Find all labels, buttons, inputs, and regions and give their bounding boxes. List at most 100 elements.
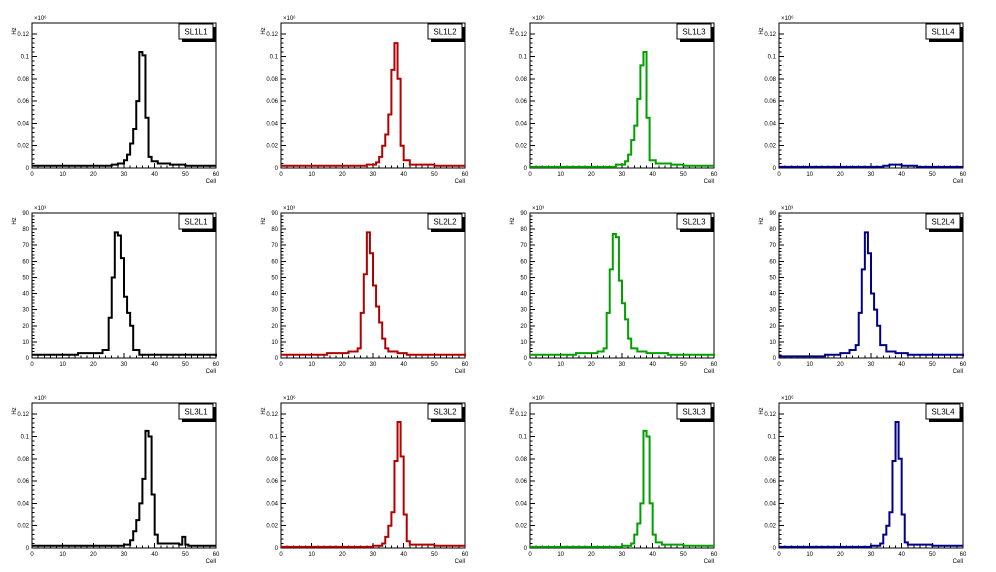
y-tick-label: 20	[520, 324, 527, 330]
panel-sl3l1: 0 0.02 0.04 0.06 0.08 0.1 0.12 0 10 20 30 40 50 60Cel…	[12, 395, 220, 565]
legend-box	[925, 403, 961, 420]
y-tick-label: 50	[22, 275, 29, 281]
y-axis-title: Hz	[12, 27, 18, 34]
y-tick-label: 20	[769, 324, 776, 330]
y-tick-label: 0.1	[270, 54, 279, 60]
y-tick-label: 0.1	[21, 54, 30, 60]
y-tick-label: 90	[520, 211, 527, 217]
y-tick-label: 0.06	[515, 99, 527, 105]
y-tick-label: 50	[271, 275, 278, 281]
y-axis-title: Hz	[261, 407, 267, 414]
y-axis-title: Hz	[759, 27, 765, 34]
y-axis-exponent: ×10⁶	[532, 395, 545, 402]
histogram-title: SL3L2	[433, 408, 457, 417]
x-tick-label: 20	[339, 362, 346, 368]
legend-box	[178, 403, 214, 420]
histogram-line	[530, 429, 714, 548]
histogram-line	[32, 231, 217, 357]
x-tick-label: 40	[649, 172, 656, 178]
y-tick-label: 60	[520, 259, 527, 265]
y-tick-label: 60	[271, 259, 278, 265]
x-tick-label: 30	[370, 362, 377, 368]
y-tick-label: 70	[520, 243, 527, 249]
histogram-title: SL3L3	[682, 408, 706, 417]
y-tick-label: 0.04	[17, 501, 29, 507]
x-tick-label: 20	[588, 552, 595, 558]
x-tick-label: 30	[868, 552, 875, 558]
y-axis-exponent: ×10⁶	[781, 15, 794, 22]
y-tick-label: 0.08	[266, 457, 278, 463]
x-tick-label: 50	[182, 172, 189, 178]
x-tick-label: 10	[557, 172, 564, 178]
y-tick-label: 0.12	[515, 412, 527, 418]
y-axis-exponent: ×10³	[34, 206, 46, 212]
plot-frame	[280, 22, 466, 169]
y-tick-label: 70	[769, 243, 776, 249]
x-tick-label: 0	[528, 172, 532, 178]
y-tick-label: 0	[773, 166, 777, 172]
x-tick-label: 30	[121, 552, 128, 558]
x-tick-label: 30	[619, 172, 626, 178]
x-tick-label: 50	[680, 362, 687, 368]
y-tick-label: 70	[22, 243, 29, 249]
x-tick-label: 50	[929, 552, 936, 558]
histogram-title: SL1L2	[433, 28, 457, 37]
y-tick-label: 0.06	[17, 479, 29, 485]
panel-sl3l2: 0 0.02 0.04 0.06 0.08 0.1 0.12 0 10 20 30 40 50 60Cel…	[261, 395, 469, 565]
y-tick-label: 0.08	[266, 77, 278, 83]
x-tick-label: 0	[30, 362, 34, 368]
x-tick-label: 20	[339, 172, 346, 178]
x-tick-label: 20	[90, 362, 97, 368]
histogram-line	[530, 232, 715, 357]
x-tick-label: 0	[279, 552, 283, 558]
x-tick-label: 40	[151, 172, 158, 178]
x-tick-label: 0	[777, 362, 781, 368]
x-axis-title: Cell	[953, 369, 963, 375]
y-axis-title: Hz	[12, 217, 18, 224]
y-tick-label: 0.1	[270, 434, 279, 440]
y-tick-label: 0.06	[17, 99, 29, 105]
histogram-line	[779, 420, 963, 548]
y-axis-exponent: ×10⁶	[34, 15, 47, 22]
y-tick-label: 0	[275, 356, 279, 362]
histogram-title: SL1L1	[184, 28, 208, 37]
y-tick-label: 90	[769, 211, 776, 217]
y-tick-label: 0.06	[764, 479, 776, 485]
legend-box	[676, 23, 712, 40]
plot-frame	[778, 402, 964, 549]
panel-sl3l3: 0 0.02 0.04 0.06 0.08 0.1 0.12 0 10 20 30 40 50 60Cel…	[510, 395, 718, 565]
y-tick-label: 0.04	[266, 501, 278, 507]
x-tick-label: 50	[929, 172, 936, 178]
x-tick-label: 40	[898, 362, 905, 368]
y-tick-label: 0.12	[266, 32, 278, 38]
x-tick-label: 60	[462, 552, 469, 558]
x-tick-label: 20	[588, 362, 595, 368]
y-axis-title: Hz	[510, 217, 516, 224]
y-tick-label: 40	[271, 292, 278, 298]
plot-frame	[31, 402, 217, 549]
y-tick-label: 0.08	[17, 77, 29, 83]
x-tick-label: 0	[279, 172, 283, 178]
x-tick-label: 50	[431, 552, 438, 558]
y-axis-title: Hz	[759, 217, 765, 224]
histogram-title: SL3L4	[931, 408, 955, 417]
histogram-title: SL3L1	[184, 408, 208, 417]
plot-frame	[31, 22, 217, 169]
histogram-line	[32, 429, 216, 547]
x-tick-label: 50	[929, 362, 936, 368]
y-tick-label: 30	[769, 308, 776, 314]
x-axis-title: Cell	[704, 179, 714, 185]
x-tick-label: 30	[619, 362, 626, 368]
x-tick-label: 60	[462, 172, 469, 178]
x-tick-label: 40	[400, 172, 407, 178]
x-tick-label: 10	[806, 172, 813, 178]
x-tick-label: 20	[837, 552, 844, 558]
x-tick-label: 60	[960, 552, 967, 558]
y-axis-exponent: ×10³	[283, 206, 295, 212]
y-axis-exponent: ×10⁶	[532, 15, 545, 22]
y-tick-label: 80	[22, 227, 29, 233]
x-tick-label: 0	[777, 552, 781, 558]
x-axis-title: Cell	[206, 559, 216, 565]
